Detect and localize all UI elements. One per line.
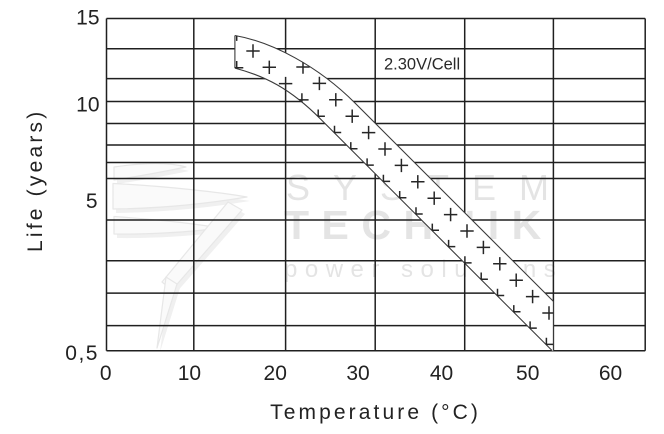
svg-text:Temperature (°C): Temperature (°C) (270, 401, 481, 424)
svg-text:5: 5 (86, 190, 98, 213)
svg-text:15: 15 (76, 7, 99, 30)
svg-text:20: 20 (264, 362, 287, 385)
svg-text:0,5: 0,5 (65, 342, 99, 365)
svg-text:2.30V/Cell: 2.30V/Cell (384, 56, 460, 74)
svg-text:10: 10 (178, 362, 201, 385)
svg-text:Life (years): Life (years) (24, 109, 47, 252)
svg-text:30: 30 (346, 362, 369, 385)
svg-text:10: 10 (76, 94, 99, 117)
svg-text:50: 50 (516, 362, 539, 385)
svg-text:40: 40 (430, 362, 453, 385)
svg-text:60: 60 (599, 362, 622, 385)
svg-text:0: 0 (100, 362, 112, 385)
